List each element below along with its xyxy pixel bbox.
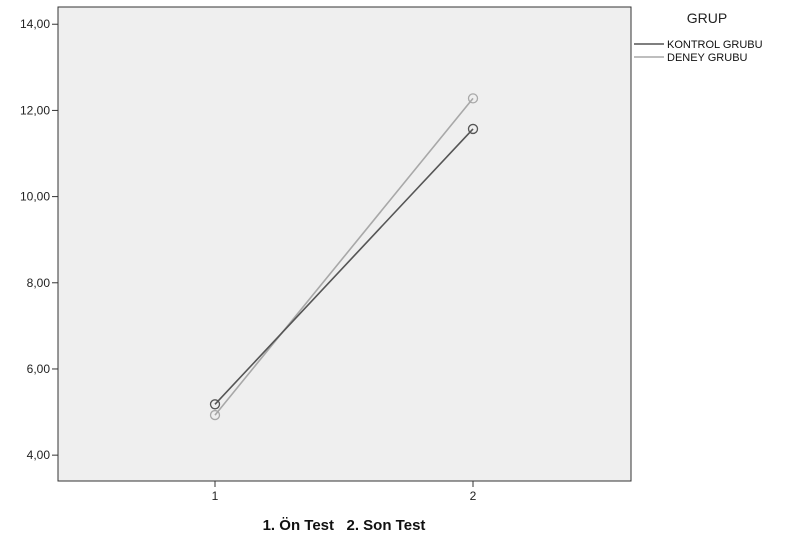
y-tick-label: 8,00 — [27, 276, 51, 290]
y-tick-label: 4,00 — [27, 448, 51, 462]
y-tick-label: 10,00 — [20, 190, 50, 204]
legend-label: KONTROL GRUBU — [667, 39, 763, 51]
series-line — [214, 97, 474, 416]
plot-area — [57, 6, 632, 482]
series-layer — [209, 93, 479, 421]
x-axis-title: 1. Ön Test 2. Son Test — [263, 517, 426, 534]
data-point-marker — [467, 93, 479, 104]
y-tick-label: 14,00 — [20, 17, 50, 31]
y-axis: 4,00 6,00 8,00 10,00 12,00 14,00 — [20, 17, 58, 462]
x-tick-label: 1 — [212, 489, 219, 503]
data-point-marker — [209, 399, 221, 410]
y-tick-label: 6,00 — [27, 362, 51, 376]
x-tick-label: 2 — [470, 489, 477, 503]
data-point-marker — [467, 123, 479, 135]
legend-title: GRUP — [687, 10, 727, 26]
data-point-marker — [209, 409, 221, 421]
series-line — [214, 128, 474, 405]
y-tick-label: 12,00 — [20, 103, 50, 117]
legend-label: DENEY GRUBU — [667, 52, 748, 64]
